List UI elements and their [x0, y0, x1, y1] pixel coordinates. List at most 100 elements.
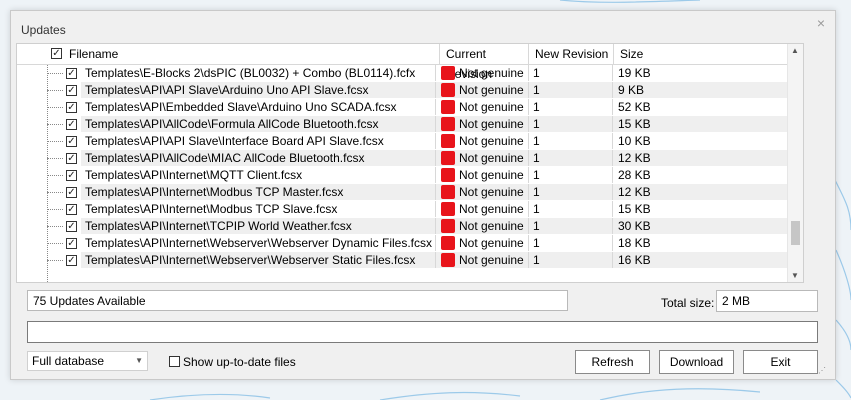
row-checkbox[interactable]: ✓ [66, 204, 77, 215]
tree-branch [47, 141, 63, 142]
tree-branch [47, 192, 63, 193]
not-genuine-status-icon [441, 66, 455, 80]
current-revision-text: Not genuine [459, 202, 524, 216]
row-background [81, 150, 787, 166]
filename-cell: Templates\API\Embedded Slave\Arduino Uno… [85, 99, 436, 115]
current-revision-cell: Not genuine [440, 201, 529, 217]
table-row[interactable]: ✓ Templates\API\Internet\Webserver\Webser… [17, 235, 787, 252]
current-revision-text: Not genuine [459, 253, 524, 267]
table-row[interactable]: ✓ Templates\API\Internet\TCPIP World Weat… [17, 218, 787, 235]
vertical-scrollbar[interactable]: ▲ ▼ [787, 44, 803, 282]
size-cell: 19 KB [618, 66, 651, 80]
row-checkbox[interactable]: ✓ [66, 255, 77, 266]
not-genuine-status-icon [441, 202, 455, 216]
current-revision-cell: Not genuine [440, 218, 529, 234]
show-uptodate-checkbox[interactable] [169, 356, 180, 367]
current-revision-cell: Not genuine [440, 235, 529, 251]
show-uptodate-label[interactable]: Show up-to-date files [183, 355, 296, 369]
tree-branch [47, 209, 63, 210]
row-checkbox[interactable]: ✓ [66, 102, 77, 113]
row-checkbox[interactable]: ✓ [66, 68, 77, 79]
scroll-up-icon[interactable]: ▲ [791, 46, 799, 55]
close-icon[interactable]: × [816, 15, 825, 31]
database-select[interactable]: Full database ▼ [27, 351, 148, 371]
current-revision-cell: Not genuine [440, 167, 529, 183]
not-genuine-status-icon [441, 151, 455, 165]
row-checkbox[interactable]: ✓ [66, 85, 77, 96]
not-genuine-status-icon [441, 168, 455, 182]
tree-branch [47, 124, 63, 125]
table-row[interactable]: ✓ Templates\E-Blocks 2\dsPIC (BL0032) + C… [17, 65, 787, 82]
current-revision-text: Not genuine [459, 236, 524, 250]
total-size-field: 2 MB [716, 290, 818, 312]
scrollbar-thumb[interactable] [791, 220, 800, 245]
current-revision-text: Not genuine [459, 83, 524, 97]
size-cell: 9 KB [618, 83, 645, 97]
refresh-button[interactable]: Refresh [575, 350, 650, 374]
table-row[interactable]: ✓ Templates\API\Embedded Slave\Arduino Un… [17, 99, 787, 116]
filename-cell: Templates\API\Internet\MQTT Client.fcsx [85, 167, 436, 183]
tree-branch [47, 226, 63, 227]
table-row[interactable]: ✓ Templates\API\AllCode\Formula AllCode B… [17, 116, 787, 133]
scroll-down-icon[interactable]: ▼ [791, 271, 799, 280]
tree-branch [47, 158, 63, 159]
column-header-size[interactable]: Size [614, 44, 787, 64]
column-header-new-revision-label: New Revision [535, 47, 609, 61]
column-header-new-revision[interactable]: New Revision [529, 44, 614, 64]
row-checkbox[interactable]: ✓ [66, 187, 77, 198]
table-row[interactable]: ✓ Templates\API\API Slave\Arduino Uno API… [17, 82, 787, 99]
row-checkbox[interactable]: ✓ [66, 238, 77, 249]
row-checkbox[interactable]: ✓ [66, 221, 77, 232]
select-all-checkbox[interactable]: ✓ [51, 48, 62, 59]
tree-branch [47, 175, 63, 176]
new-revision-cell: 1 [529, 133, 613, 149]
new-revision-cell: 1 [529, 150, 613, 166]
table-row[interactable]: ✓ Templates\API\Internet\Modbus TCP Maste… [17, 184, 787, 201]
not-genuine-status-icon [441, 100, 455, 114]
progress-bar [27, 321, 818, 343]
tree-branch [47, 73, 63, 74]
exit-button[interactable]: Exit [743, 350, 818, 374]
table-row[interactable]: ✓ Templates\API\Internet\Modbus TCP Slave… [17, 201, 787, 218]
download-button[interactable]: Download [659, 350, 734, 374]
tree-branch [47, 243, 63, 244]
current-revision-text: Not genuine [459, 117, 524, 131]
filename-cell: Templates\API\AllCode\Formula AllCode Bl… [85, 116, 436, 132]
table-row[interactable]: ✓ Templates\API\Internet\MQTT Client.fcsx… [17, 167, 787, 184]
new-revision-cell: 1 [529, 252, 613, 268]
current-revision-cell: Not genuine [440, 116, 529, 132]
size-cell: 52 KB [618, 100, 651, 114]
row-background [81, 184, 787, 200]
current-revision-text: Not genuine [459, 134, 524, 148]
tree-line [47, 65, 48, 282]
row-background [81, 218, 787, 234]
row-checkbox[interactable]: ✓ [66, 170, 77, 181]
total-size-label: Total size: [661, 296, 715, 310]
filename-cell: Templates\E-Blocks 2\dsPIC (BL0032) + Co… [85, 65, 436, 81]
row-background [81, 116, 787, 132]
table-row[interactable]: ✓ Templates\API\AllCode\MIAC AllCode Blue… [17, 150, 787, 167]
column-header-current-revision[interactable]: Current Revision [440, 44, 529, 81]
row-checkbox[interactable]: ✓ [66, 119, 77, 130]
filename-cell: Templates\API\Internet\Modbus TCP Master… [85, 184, 436, 200]
size-cell: 10 KB [618, 134, 651, 148]
column-header-filename[interactable]: Filename [63, 44, 440, 64]
row-checkbox[interactable]: ✓ [66, 153, 77, 164]
new-revision-cell: 1 [529, 99, 613, 115]
current-revision-cell: Not genuine [440, 252, 529, 268]
dialog-title: Updates [21, 23, 66, 37]
current-revision-cell: Not genuine [440, 150, 529, 166]
updates-table[interactable]: ✓ Filename Current Revision New Revision… [16, 43, 804, 283]
column-header-filename-label: Filename [69, 47, 119, 61]
size-cell: 16 KB [618, 253, 651, 267]
new-revision-cell: 1 [529, 184, 613, 200]
current-revision-cell: Not genuine [440, 133, 529, 149]
row-checkbox[interactable]: ✓ [66, 136, 77, 147]
not-genuine-status-icon [441, 117, 455, 131]
database-select-value: Full database [32, 354, 105, 368]
table-row[interactable]: ✓ Templates\API\Internet\Webserver\Webser… [17, 252, 787, 269]
resize-grip-icon[interactable]: ⋰ [818, 366, 826, 375]
table-row[interactable]: ✓ Templates\API\API Slave\Interface Board… [17, 133, 787, 150]
current-revision-text: Not genuine [459, 168, 524, 182]
